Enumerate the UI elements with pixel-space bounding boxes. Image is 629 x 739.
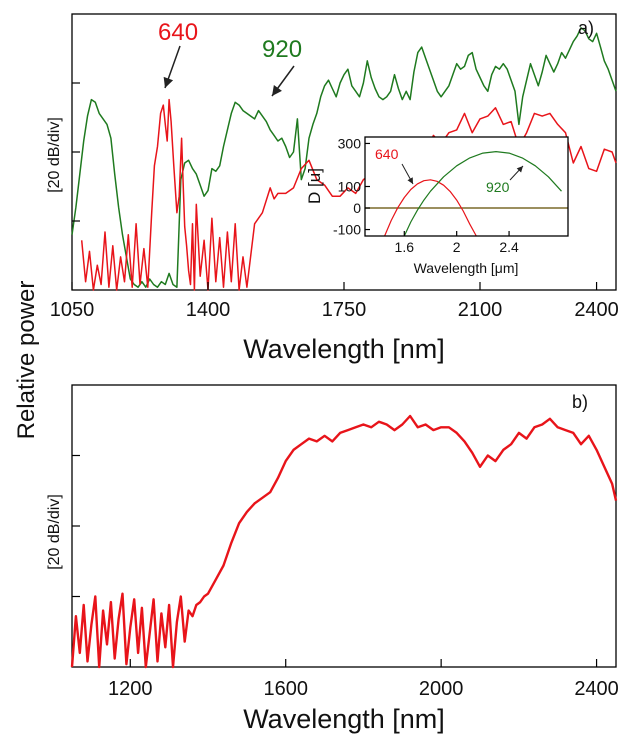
panel-a-x-axis-label: Wavelength [nm]: [243, 334, 445, 364]
panel-a-y-axis-label: [20 dB/div]: [46, 117, 63, 193]
panel-a-letter-label: a): [578, 18, 594, 38]
panel-a-x-tick-label: 2100: [458, 299, 503, 321]
panel-a-annotations: 640 920: [158, 19, 302, 97]
panel-b-axis-layer: 1200 1600 2000 2400: [72, 454, 619, 700]
inset-annotations: 640 920: [375, 146, 524, 195]
panel-b-x-axis-label: Wavelength [nm]: [243, 704, 445, 734]
panel-b-x-tick-label: 2000: [419, 678, 464, 700]
inset-series-920-line: [403, 151, 562, 237]
inset-y-tick-label: 300: [338, 135, 362, 151]
panel-a-x-tick-label: 2400: [574, 299, 619, 321]
inset-x-axis-label: Wavelength [μm]: [414, 260, 519, 276]
series-920-line: [71, 27, 617, 288]
shared-y-axis-label: Relative power: [13, 281, 40, 440]
inset-annotation-920-arrowhead: [516, 166, 523, 173]
panel-b-y-axis-label: [20 dB/div]: [46, 494, 63, 570]
inset-background: [365, 137, 568, 236]
panel-a-series-layer: [71, 27, 617, 291]
spectrum-line: [70, 414, 618, 669]
panel-a-inset: 1.6 2 2.4 -100 0 100 300 Wavelength [μm] D [u]…: [305, 135, 569, 276]
inset-series-640-line: [384, 179, 477, 237]
inset-axis-layer: 1.6 2 2.4 -100 0 100 300: [333, 135, 519, 255]
inset-x-tick-label: 2.4: [499, 239, 519, 255]
inset-x-tick-label: 2: [453, 239, 461, 255]
annotation-640-label: 640: [158, 19, 198, 46]
inset-y-tick-label: -100: [333, 222, 361, 238]
series-640-line: [80, 98, 617, 291]
panel-a: 1050 1400 1750 2100 2400 [20 dB/div] Wavelen…: [46, 13, 619, 364]
panel-b-x-tick-label: 1200: [108, 678, 153, 700]
panel-a-x-tick-label: 1400: [186, 299, 231, 321]
inset-y-axis-label: D [u]: [305, 168, 324, 204]
annotation-920-label: 920: [262, 36, 302, 63]
panel-b-x-tick-label: 1600: [263, 678, 308, 700]
panel-b-letter-label: b): [572, 392, 588, 412]
annotation-640-arrowhead: [163, 76, 174, 88]
inset-y-tick-label: 0: [353, 200, 361, 216]
panel-b-x-tick-label: 2400: [574, 678, 619, 700]
inset-series-layer: [365, 151, 568, 237]
inset-annotation-920-label: 920: [486, 179, 510, 195]
annotation-920-arrowhead: [272, 84, 282, 96]
inset-x-tick-label: 1.6: [395, 239, 415, 255]
panel-a-x-tick-label: 1750: [322, 299, 367, 321]
inset-annotation-640-arrowhead: [407, 177, 413, 184]
inset-annotation-640-label: 640: [375, 146, 399, 162]
panel-b-series-layer: [70, 414, 618, 669]
panel-a-x-tick-label: 1050: [50, 299, 95, 321]
inset-y-tick-label: 100: [338, 179, 362, 195]
panel-b: 1200 1600 2000 2400 [20 dB/div] Wavelength …: [46, 384, 619, 734]
panel-a-axis-layer: 1050 1400 1750 2100 2400: [50, 82, 619, 321]
